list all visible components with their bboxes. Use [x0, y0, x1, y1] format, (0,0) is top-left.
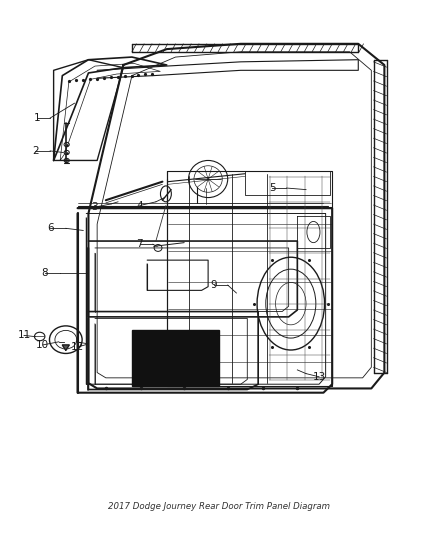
Text: 3: 3: [92, 202, 98, 212]
Text: 12: 12: [71, 342, 84, 352]
Text: 4: 4: [137, 200, 143, 211]
Text: 8: 8: [42, 268, 48, 278]
Text: 1: 1: [34, 113, 40, 123]
Text: 6: 6: [47, 223, 53, 233]
Text: 5: 5: [269, 183, 276, 193]
Polygon shape: [62, 345, 69, 350]
Text: 13: 13: [312, 372, 326, 382]
Text: 9: 9: [211, 280, 217, 290]
Text: 10: 10: [36, 340, 49, 350]
Text: 11: 11: [18, 330, 31, 341]
Bar: [132, 330, 219, 386]
Text: 2: 2: [32, 146, 39, 156]
Text: 7: 7: [137, 239, 143, 249]
Text: 2017 Dodge Journey Rear Door Trim Panel Diagram: 2017 Dodge Journey Rear Door Trim Panel …: [108, 502, 330, 511]
